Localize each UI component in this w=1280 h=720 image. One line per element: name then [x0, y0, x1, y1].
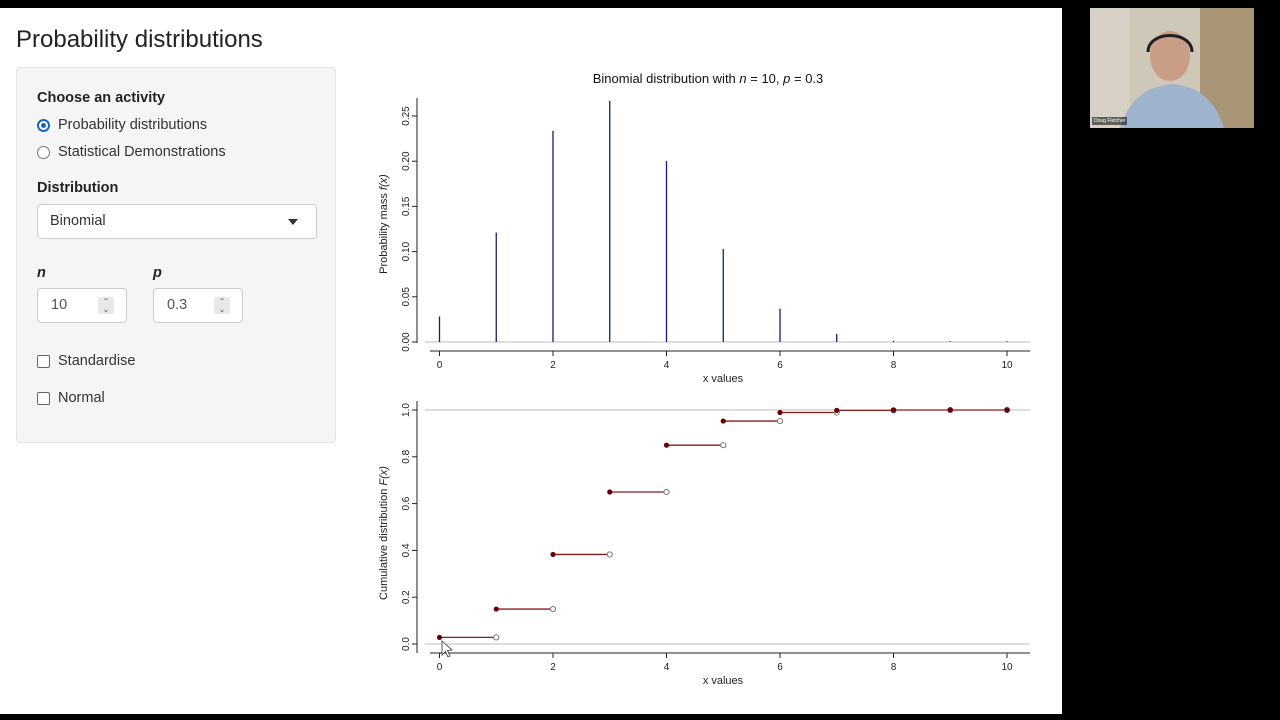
cdf-y-tick-label: 1.0 [401, 403, 412, 417]
cdf-closed-point [1004, 407, 1010, 413]
cdf-closed-point [834, 407, 840, 413]
webcam-name-tag: Doug Fletcher [1092, 117, 1128, 125]
cdf-closed-point [720, 418, 726, 424]
cdf-y-label-part: F(x) [378, 466, 390, 486]
pmf-y-tick-label: 0.25 [401, 106, 412, 126]
cdf-closed-point [947, 407, 953, 413]
cdf-x-tick-label: 10 [1001, 662, 1013, 673]
cdf-closed-point [890, 407, 897, 413]
pmf-title-part: = 10, [747, 71, 784, 86]
stepper-icon[interactable]: ⌃ ⌄ [98, 297, 114, 314]
pmf-x-tick-label: 6 [777, 360, 783, 371]
mouse-cursor-icon [441, 640, 453, 658]
cdf-open-point [493, 634, 500, 641]
cdf-open-point [663, 488, 670, 496]
pmf-y-label-part: f(x) [378, 174, 390, 190]
pmf-x-tick-label: 10 [1001, 360, 1013, 371]
pmf-title-part: Binomial distribution with [593, 71, 740, 86]
pmf-x-tick-label: 2 [550, 360, 556, 371]
pmf-chart: Binomial distribution with n = 10, p = 0… [378, 71, 1030, 385]
distribution-label: Distribution [37, 180, 119, 196]
activity-label: Choose an activity [37, 90, 166, 106]
webcam-thumbnail: Doug Fletcher [1062, 8, 1254, 128]
pmf-y-tick-label: 0.15 [401, 196, 412, 216]
pmf-y-tick-label: 0.10 [401, 241, 412, 261]
pmf-y-tick-label: 0.20 [401, 151, 412, 171]
plot-area: Binomial distribution with n = 10, p = 0… [340, 8, 1062, 714]
cdf-closed-point [493, 606, 499, 612]
cdf-closed-point [777, 409, 783, 416]
pmf-y-label: Probability mass f(x) [378, 174, 390, 274]
cdf-x-tick-label: 2 [550, 662, 556, 673]
n-value: 10 [51, 297, 68, 313]
cdf-y-tick-label: 0.0 [401, 637, 412, 651]
cdf-y-tick-label: 0.8 [401, 449, 412, 463]
radio-label: Statistical Demonstrations [58, 144, 226, 160]
app-window: Probability distributions Choose an acti… [0, 8, 1062, 714]
pmf-title: Binomial distribution with n = 10, p = 0… [593, 71, 824, 86]
cdf-y-tick-label: 0.2 [401, 590, 412, 604]
distribution-select[interactable]: Binomial [37, 204, 317, 239]
n-label: n [37, 265, 46, 281]
p-value: 0.3 [167, 297, 188, 313]
pmf-title-part: p [782, 71, 790, 86]
pmf-x-tick-label: 8 [891, 360, 897, 371]
pmf-y-tick-label: 0.05 [401, 287, 412, 307]
distribution-value: Binomial [50, 213, 106, 229]
cdf-x-tick-label: 6 [777, 662, 783, 673]
caret-down-icon [288, 219, 298, 225]
radio-statistical-demonstrations[interactable]: Statistical Demonstrations [37, 144, 226, 160]
webcam-video: Doug Fletcher [1090, 8, 1254, 128]
radio-label: Probability distributions [58, 117, 208, 133]
checkbox-label: Normal [58, 390, 105, 406]
sidebar-panel: Choose an activity Probability distribut… [16, 67, 336, 443]
checkbox-icon[interactable] [37, 354, 50, 368]
cdf-closed-point [663, 442, 670, 448]
cdf-closed-point [607, 489, 613, 495]
pmf-x-label: x values [703, 373, 744, 385]
n-input[interactable]: 10 ⌃ ⌄ [37, 288, 127, 323]
cdf-x-label: x values [703, 675, 744, 687]
p-label: p [153, 265, 162, 281]
cdf-y-tick-label: 0.4 [401, 543, 412, 557]
cdf-y-label: Cumulative distribution F(x) [378, 466, 390, 600]
cdf-open-point [606, 551, 613, 558]
p-input[interactable]: 0.3 ⌃ ⌄ [153, 288, 243, 323]
cdf-y-tick-label: 0.6 [401, 496, 412, 510]
pmf-y-label-part: Probability mass [378, 190, 390, 274]
checkbox-label: Standardise [58, 353, 136, 369]
checkbox-icon[interactable] [37, 391, 50, 405]
presenter-silhouette-icon [1090, 8, 1254, 128]
cdf-open-point [549, 605, 557, 613]
cdf-open-point [776, 417, 784, 425]
cdf-x-tick-label: 4 [664, 662, 670, 673]
cdf-open-point [720, 442, 727, 449]
standardise-checkbox[interactable]: Standardise [37, 353, 135, 369]
pmf-x-tick-label: 0 [437, 360, 443, 371]
cdf-closed-point [550, 551, 556, 558]
pmf-title-part: = 0.3 [790, 71, 823, 86]
pmf-title-part: n [739, 71, 746, 86]
cdf-closed-point [436, 634, 443, 641]
pmf-y-tick-label: 0.00 [401, 332, 412, 352]
cdf-chart: 0.0 0.2 0.4 0.6 0.8 1.0 0 2 4 6 8 10 x values Cumulat… [378, 401, 1030, 687]
page-title: Probability distributions [16, 26, 263, 53]
cdf-y-label-part: Cumulative distribution [378, 486, 390, 600]
radio-unselected-icon[interactable] [37, 145, 50, 159]
pmf-x-tick-label: 4 [664, 360, 670, 371]
stepper-icon[interactable]: ⌃ ⌄ [214, 297, 230, 314]
normal-checkbox[interactable]: Normal [37, 390, 105, 406]
cdf-x-tick-label: 0 [437, 662, 443, 673]
cdf-x-tick-label: 8 [891, 662, 897, 673]
radio-probability-distributions[interactable]: Probability distributions [37, 117, 207, 133]
radio-selected-icon[interactable] [37, 118, 50, 132]
